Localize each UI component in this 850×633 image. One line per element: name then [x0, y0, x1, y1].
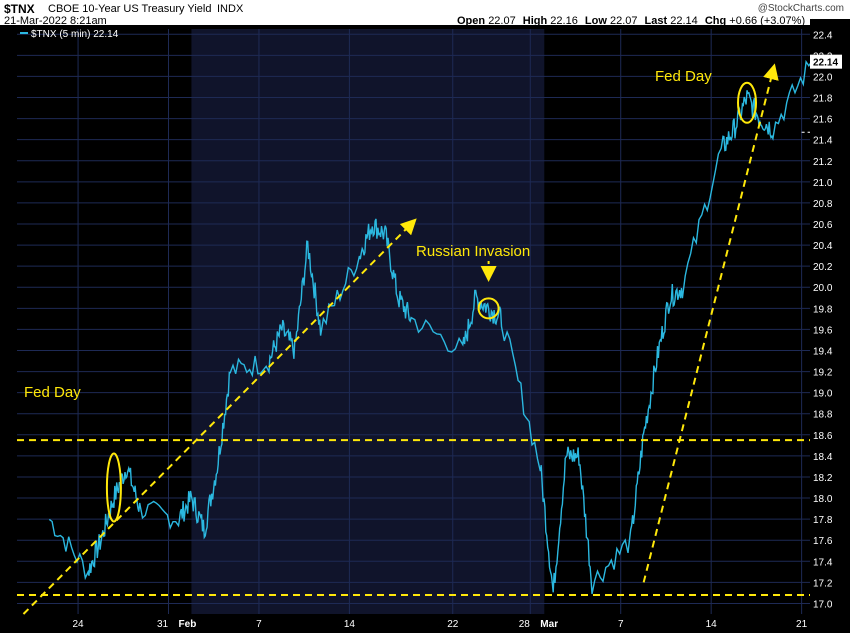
trend-line	[642, 63, 779, 583]
price-series-line	[48, 59, 813, 595]
y-tick-label: 20.2	[813, 262, 833, 273]
instrument-name: CBOE 10-Year US Treasury Yield	[48, 3, 212, 15]
y-tick-label: 19.8	[813, 304, 833, 315]
y-axis-panel	[810, 19, 850, 614]
y-tick-label: 20.6	[813, 220, 833, 231]
symbol-label: $TNX	[4, 2, 35, 16]
y-tick-label: 18.4	[813, 452, 833, 463]
y-tick-label: 19.2	[813, 368, 833, 379]
x-tick-label: 21	[796, 619, 808, 630]
y-tick-label: 17.6	[813, 536, 833, 547]
highlight-ellipse	[737, 81, 758, 124]
legend-text: $TNX (5 min) 22.14	[31, 29, 119, 40]
y-tick-label: 21.8	[813, 94, 833, 105]
y-tick-label: 18.6	[813, 431, 833, 442]
last-price-tag: 22.14	[813, 58, 838, 69]
x-tick-label: 7	[618, 619, 624, 630]
y-tick-label: 20.0	[813, 283, 833, 294]
highlight-ellipse	[105, 452, 122, 523]
high-label: High	[522, 15, 548, 27]
y-tick-label: 17.8	[813, 515, 833, 526]
open-label: Open	[457, 15, 486, 27]
last-label: Last	[644, 15, 668, 27]
x-tick-label: 14	[706, 619, 718, 630]
x-tick-label: 14	[344, 619, 356, 630]
x-tick-label: 7	[256, 619, 262, 630]
annotation-fed-day-mar: Fed Day	[655, 68, 712, 85]
x-axis-panel	[0, 614, 850, 633]
x-tick-label: 31	[157, 619, 169, 630]
y-tick-label: 22.4	[813, 30, 833, 41]
y-tick-label: 20.4	[813, 241, 833, 252]
x-tick-label: Mar	[540, 619, 558, 630]
y-tick-label: 19.0	[813, 389, 833, 400]
y-tick-label: 17.4	[813, 557, 833, 568]
y-tick-label: 20.8	[813, 199, 833, 210]
ohlc-readout: Open 22.07 High 22.16 Low 22.07 Last 22.…	[457, 15, 817, 27]
x-tick-label: 22	[447, 619, 459, 630]
chg-label: Chg	[704, 15, 727, 27]
x-tick-label: 28	[519, 619, 531, 630]
x-tick-label: 24	[73, 619, 85, 630]
y-tick-label: 19.6	[813, 325, 833, 336]
highlight-ellipse	[477, 297, 500, 320]
x-tick-label: Feb	[179, 619, 197, 630]
exchange-label: INDX	[217, 3, 244, 15]
y-tick-label: 21.0	[813, 178, 833, 189]
trend-line	[22, 218, 417, 615]
y-tick-label: 19.4	[813, 346, 833, 357]
y-tick-label: 18.2	[813, 473, 833, 484]
high-value: 22.16	[550, 15, 578, 27]
last-price-tag-bg	[810, 54, 842, 69]
open-value: 22.07	[488, 15, 516, 27]
annotation-russian-invasion: Russian Invasion	[416, 243, 530, 260]
annotation-fed-day-jan: Fed Day	[24, 384, 81, 401]
low-value: 22.07	[609, 15, 638, 27]
y-tick-label: 17.2	[813, 578, 833, 589]
chg-value: +0.66 (+3.07%)	[729, 15, 806, 27]
low-label: Low	[584, 15, 607, 27]
watermark: @StockCharts.com	[757, 3, 844, 14]
last-value: 22.14	[670, 15, 698, 27]
left-margin	[0, 29, 17, 614]
y-tick-label: 18.8	[813, 410, 833, 421]
y-tick-label: 21.2	[813, 157, 833, 168]
y-tick-label: 17.0	[813, 599, 833, 610]
chart-date: 21-Mar-2022 8:21am	[4, 15, 107, 27]
top-margin	[0, 25, 810, 29]
y-tick-label: 21.4	[813, 136, 833, 147]
y-tick-label: 22.0	[813, 72, 833, 83]
y-tick-label: 18.0	[813, 494, 833, 505]
month-band	[191, 29, 545, 614]
y-tick-label: 21.6	[813, 115, 833, 126]
